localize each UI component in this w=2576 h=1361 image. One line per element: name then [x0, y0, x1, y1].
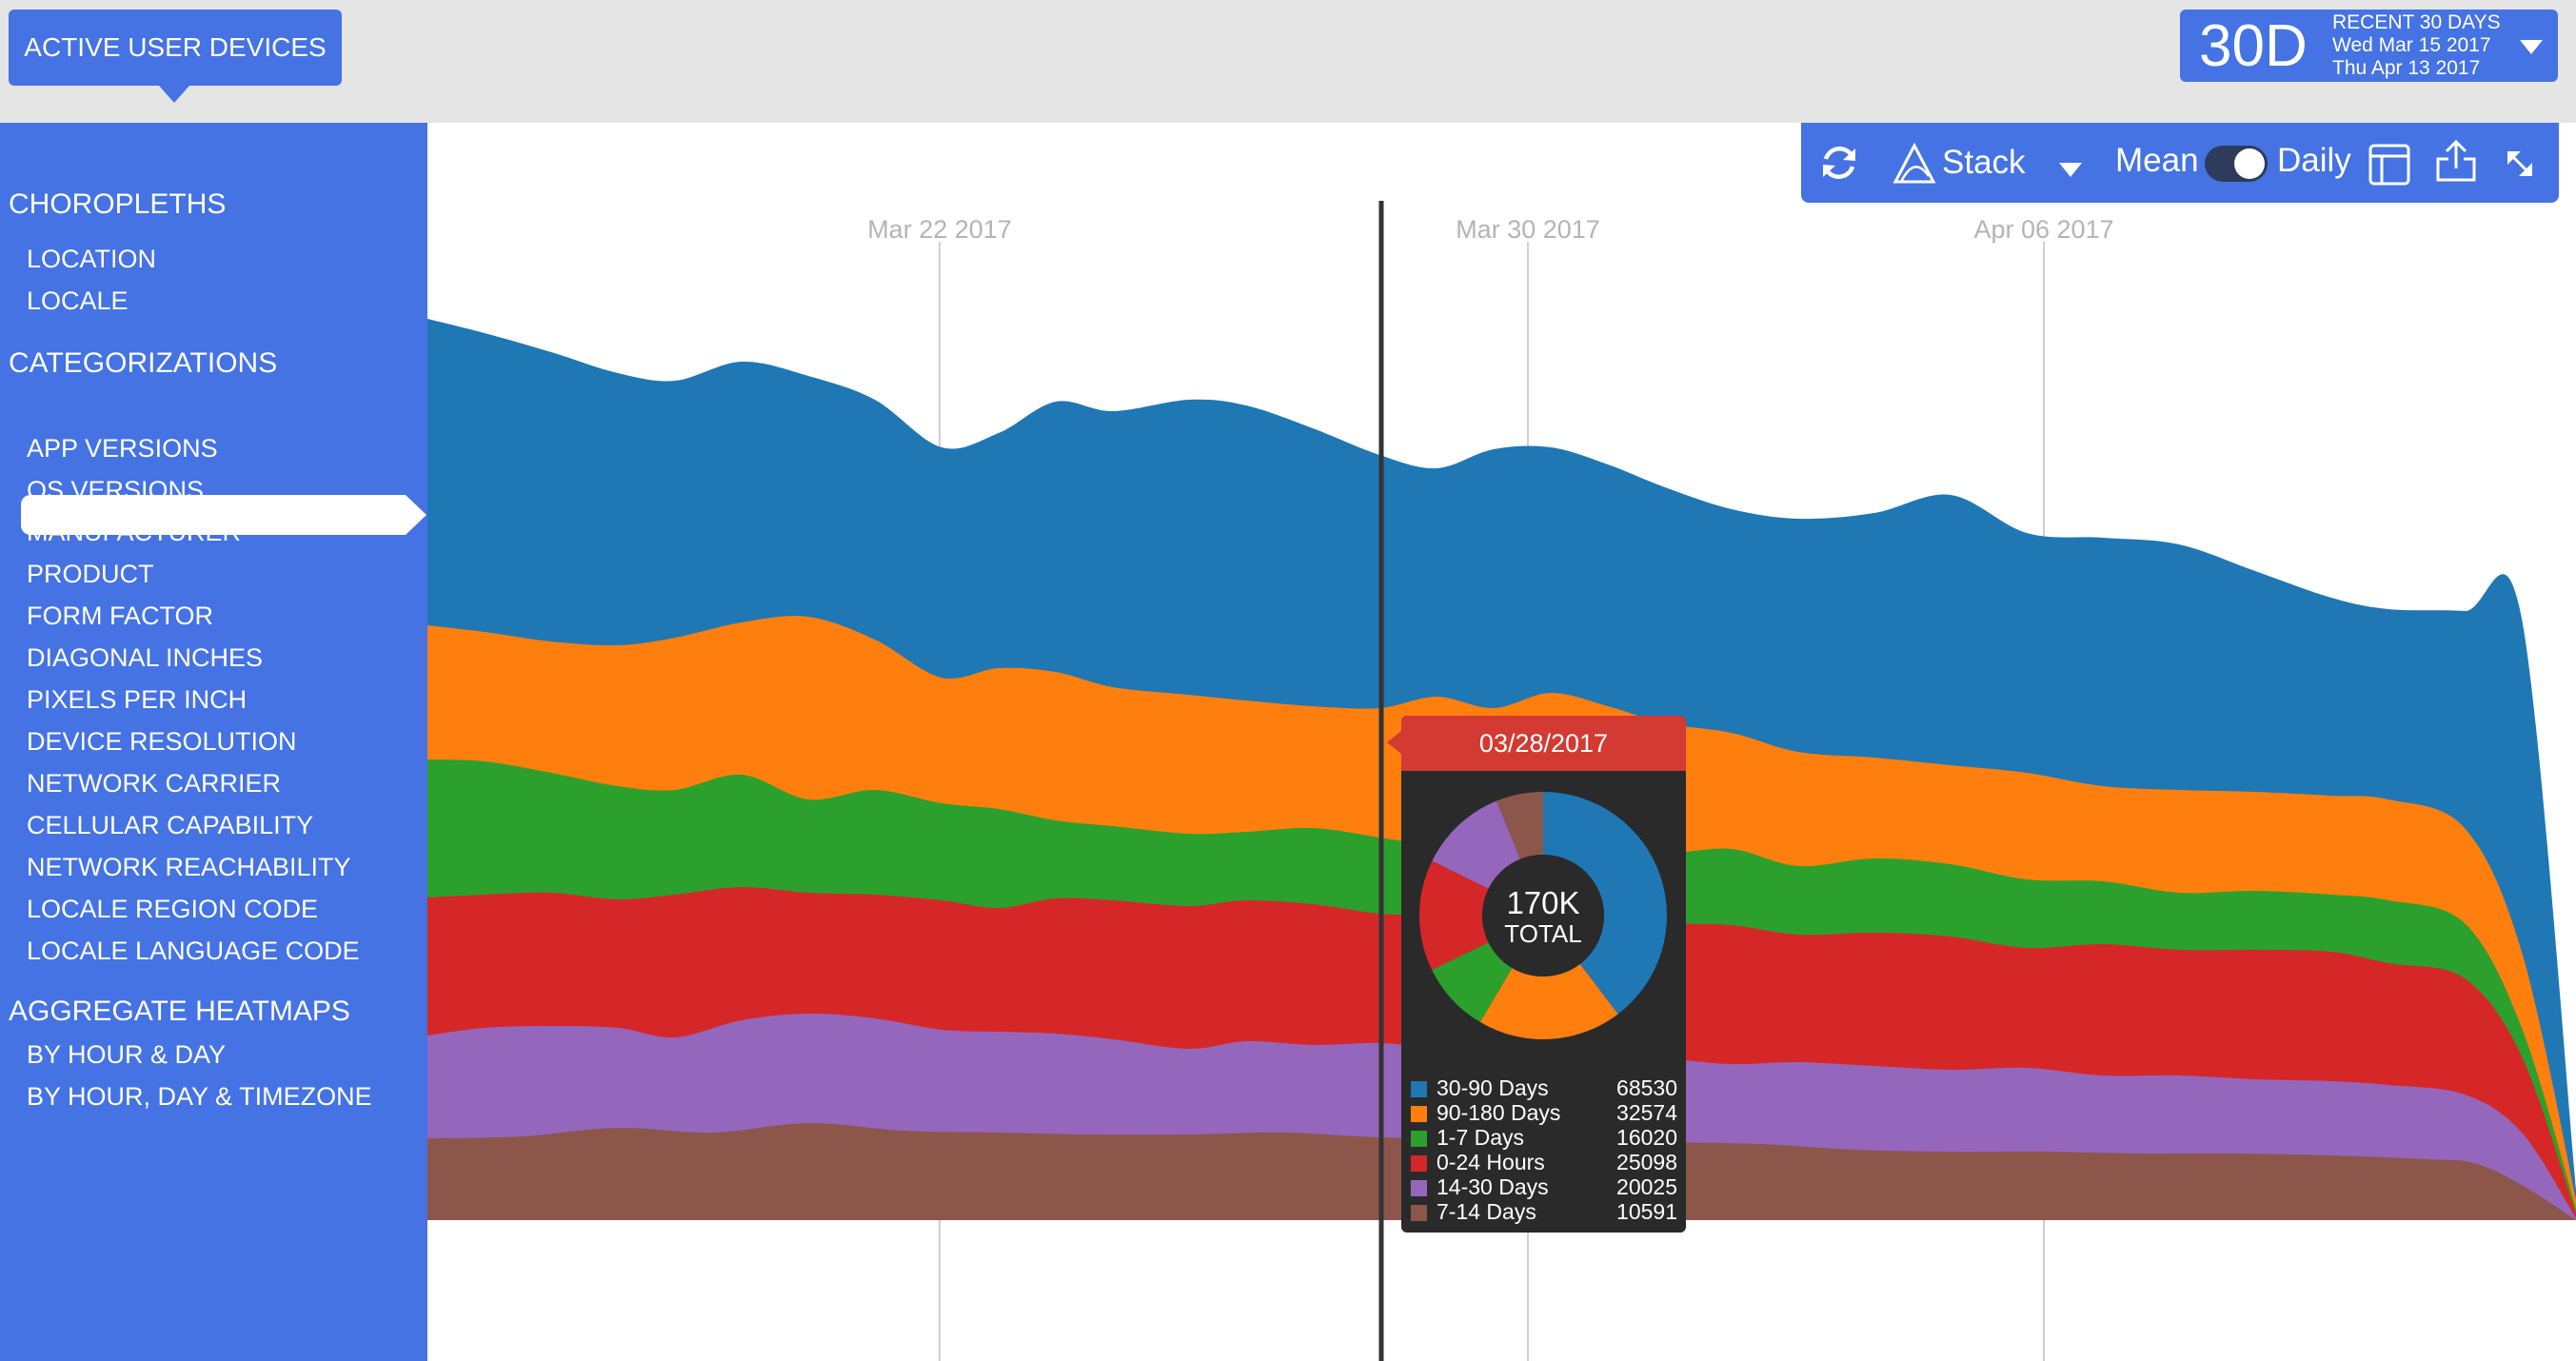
sidebar-item-location[interactable]: LOCATION	[27, 245, 157, 273]
legend-value: 10591	[1616, 1199, 1677, 1224]
sidebar-item-cellular-capability[interactable]: CELLULAR CAPABILITY	[27, 811, 314, 839]
donut-slice-30-90-days	[1543, 792, 1667, 1015]
sidebar-item-diagonal-inches[interactable]: DIAGONAL INCHES	[27, 643, 264, 672]
top-bar: ACTIVE USER DEVICES 30D RECENT 30 DAYS W…	[0, 0, 2576, 123]
x-tick-label: Mar 22 2017	[867, 215, 1012, 244]
tooltip-row: 90-180 Days 32574	[1411, 1100, 1677, 1125]
legend-swatch	[1411, 1106, 1427, 1122]
donut-slice-7-14-days	[1496, 792, 1543, 859]
mean-label[interactable]: Mean	[2115, 142, 2199, 179]
legend-swatch	[1411, 1155, 1427, 1172]
chevron-down-icon[interactable]	[2520, 40, 2543, 54]
legend-swatch	[1411, 1205, 1427, 1221]
legend-value: 32574	[1616, 1100, 1677, 1125]
legend-swatch	[1411, 1081, 1427, 1097]
title-pointer	[159, 86, 189, 103]
tooltip-donut-chart: 170K TOTAL	[1419, 792, 1667, 1039]
range-details: RECENT 30 DAYS Wed Mar 15 2017 Thu Apr 1…	[2332, 11, 2501, 80]
donut-total-label: TOTAL	[1504, 919, 1581, 948]
sidebar-item-locale-language-code[interactable]: LOCALE LANGUAGE CODE	[27, 937, 360, 965]
legend-name: 14-30 Days	[1437, 1174, 1549, 1199]
legend-name: 7-14 Days	[1437, 1199, 1536, 1224]
legend-value: 20025	[1616, 1174, 1677, 1199]
collapse-icon[interactable]	[2506, 149, 2534, 178]
chart-toolbar: Stack Mean Daily	[1801, 123, 2559, 203]
tooltip-row: 14-30 Days 20025	[1411, 1174, 1677, 1199]
selected-item-highlight	[21, 495, 426, 535]
active-user-devices-button[interactable]: ACTIVE USER DEVICES	[9, 10, 342, 86]
chart-tooltip: 03/28/2017 170K TOTAL 30-90 Days 68530 90-…	[1387, 716, 1686, 1233]
tooltip-row: 1-7 Days 16020	[1411, 1125, 1677, 1150]
title-button-label: ACTIVE USER DEVICES	[24, 32, 327, 62]
sidebar-item-by-hour-day[interactable]: BY HOUR & DAY	[27, 1040, 227, 1069]
sidebar-item-pixels-per-inch[interactable]: PIXELS PER INCH	[27, 685, 248, 714]
stack-chart-icon[interactable]	[1892, 142, 1936, 186]
legend-name: 0-24 Hours	[1437, 1150, 1545, 1174]
stack-label[interactable]: Stack	[1942, 144, 2026, 181]
donut-slice-14-30-days	[1432, 800, 1520, 889]
section-header-aggregate-heatmaps: AGGREGATE HEATMAPS	[9, 996, 350, 1027]
refresh-icon[interactable]	[1818, 142, 1860, 184]
sidebar-item-network-reachability[interactable]: NETWORK REACHABILITY	[27, 853, 351, 881]
donut-slice-90-180-days	[1479, 963, 1618, 1039]
chevron-down-icon[interactable]	[2058, 161, 2083, 178]
range-end: Thu Apr 13 2017	[2332, 57, 2481, 79]
x-tick-label: Apr 06 2017	[1973, 215, 2113, 244]
legend-value: 25098	[1616, 1150, 1677, 1174]
share-icon[interactable]	[2433, 138, 2479, 184]
sidebar-item-network-carrier[interactable]: NETWORK CARRIER	[27, 769, 282, 798]
legend-swatch	[1411, 1180, 1427, 1196]
tooltip-pointer	[1387, 731, 1401, 754]
range-label: RECENT 30 DAYS	[2332, 11, 2501, 33]
tooltip-row: 7-14 Days 10591	[1411, 1199, 1677, 1224]
section-header-choropleths: CHOROPLETHS	[9, 188, 227, 220]
date-range-selector[interactable]: 30D RECENT 30 DAYS Wed Mar 15 2017 Thu A…	[2180, 10, 2558, 82]
donut-slice-1-7-days	[1432, 942, 1513, 1022]
sidebar-item-os-versions[interactable]: OS VERSIONS	[27, 476, 205, 504]
sidebar-item-locale-region-code[interactable]: LOCALE REGION CODE	[27, 895, 319, 923]
sidebar-item-form-factor[interactable]: FORM FACTOR	[27, 602, 214, 630]
range-short-label: 30D	[2199, 13, 2308, 79]
mean-daily-toggle[interactable]	[2205, 146, 2268, 182]
sidebar-item-newness[interactable]: NEWNESS	[27, 392, 157, 421]
daily-label[interactable]: Daily	[2277, 142, 2351, 179]
legend-name: 30-90 Days	[1437, 1075, 1549, 1100]
x-tick-label: Mar 30 2017	[1456, 215, 1600, 244]
range-start: Wed Mar 15 2017	[2332, 34, 2491, 56]
tooltip-row: 0-24 Hours 25098	[1411, 1150, 1677, 1174]
tooltip-row: 30-90 Days 68530	[1411, 1075, 1677, 1100]
sidebar-item-app-versions[interactable]: APP VERSIONS	[27, 434, 218, 463]
table-icon[interactable]	[2368, 144, 2410, 186]
sidebar-item-by-hour-day-timezone[interactable]: BY HOUR, DAY & TIMEZONE	[27, 1082, 372, 1111]
toggle-knob	[2234, 148, 2265, 179]
tooltip-date: 03/28/2017	[1401, 716, 1686, 771]
donut-slice-0-24-hours	[1419, 860, 1489, 971]
sidebar: CHOROPLETHS LOCATION LOCALE CATEGORIZATIONS…	[0, 123, 427, 1361]
sidebar-item-manufacturer[interactable]: MANUFACTURER	[27, 518, 242, 546]
section-header-categorizations: CATEGORIZATIONS	[9, 347, 278, 379]
sidebar-item-locale[interactable]: LOCALE	[27, 286, 129, 315]
legend-swatch	[1411, 1131, 1427, 1147]
sidebar-item-product[interactable]: PRODUCT	[27, 560, 154, 588]
donut-center	[1482, 855, 1604, 976]
legend-value: 16020	[1616, 1125, 1677, 1150]
donut-total-value: 170K	[1506, 885, 1579, 920]
legend-name: 1-7 Days	[1437, 1125, 1525, 1150]
legend-name: 90-180 Days	[1437, 1100, 1561, 1125]
sidebar-item-device-resolution[interactable]: DEVICE RESOLUTION	[27, 727, 297, 756]
legend-value: 68530	[1616, 1075, 1677, 1100]
